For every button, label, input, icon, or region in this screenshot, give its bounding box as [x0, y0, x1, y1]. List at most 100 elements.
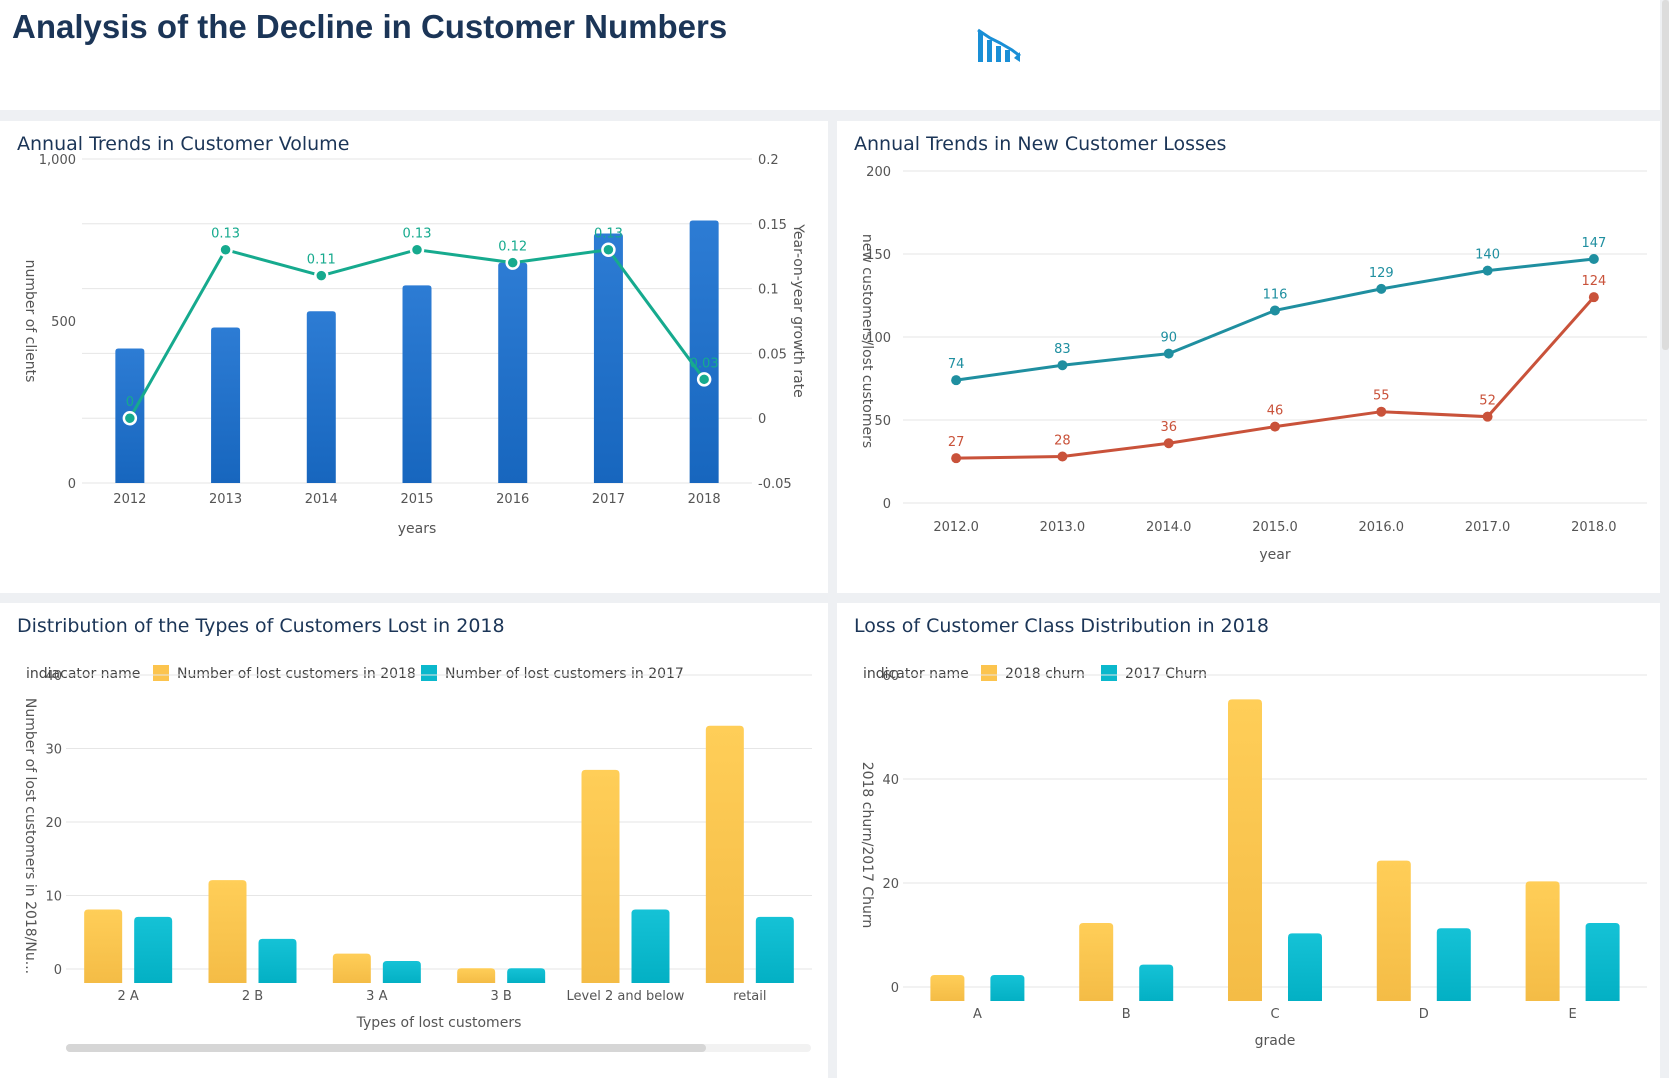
x-tick-label: 2016	[496, 492, 529, 507]
bar	[258, 938, 297, 983]
x-tick-label: 2015	[400, 492, 433, 507]
data-point	[1588, 292, 1599, 303]
y-tick-label: 0	[883, 497, 891, 512]
y-tick-label: 0	[68, 477, 76, 492]
data-point	[1482, 265, 1493, 276]
x-tick-label: 2013.0	[1040, 520, 1086, 535]
y-right-axis-title: Year-on-year growth rate	[790, 223, 806, 398]
y-axis-title: new customers/lost customers	[859, 234, 875, 448]
bar	[134, 916, 173, 983]
bar	[631, 909, 670, 983]
chart-horizontal-scrollbar[interactable]	[66, 1044, 811, 1052]
y-tick-label: 40	[882, 773, 899, 788]
y-right-tick-label: 0.1	[758, 283, 779, 298]
legend-swatch	[421, 665, 437, 681]
y-axis-title: number of clients	[22, 260, 38, 383]
y-tick-label: 20	[882, 877, 899, 892]
bar	[593, 233, 623, 483]
panel-title-lost-customer-types: Distribution of the Types of Customers L…	[17, 615, 505, 637]
scrollbar-thumb[interactable]	[66, 1044, 706, 1052]
panel-customer-volume: Annual Trends in Customer Volume -0.05 0 0…	[0, 121, 828, 593]
panel-lost-customer-types: Distribution of the Types of Customers L…	[0, 603, 828, 1078]
panel-new-customer-losses: Annual Trends in New Customer Losses 0 50…	[837, 121, 1660, 593]
y-tick-label: 200	[866, 165, 891, 180]
data-label: 28	[1054, 434, 1071, 449]
data-label: 0.13	[403, 227, 432, 242]
y-tick-label: 1,000	[39, 153, 76, 168]
x-tick-label: 2018.0	[1571, 520, 1617, 535]
y-tick-label: 50	[874, 414, 891, 429]
x-tick-label: 2015.0	[1252, 520, 1298, 535]
declining-chart-icon	[977, 28, 1021, 62]
dashboard-header: Analysis of the Decline in Customer Numb…	[0, 0, 1660, 110]
bar	[1139, 964, 1174, 1001]
data-label: 140	[1475, 248, 1500, 263]
x-tick-label: 2 A	[118, 989, 139, 1004]
bar	[1079, 923, 1114, 1001]
data-point	[1588, 253, 1599, 264]
series-line	[955, 257, 1595, 382]
y-tick-label: 0	[54, 963, 62, 978]
x-tick-label: 3 B	[491, 989, 512, 1004]
legend-label: 2017 Churn	[1125, 666, 1207, 682]
bar	[581, 769, 620, 983]
customer-volume-chart: -0.05 0 0.05 0.1 0.15 0.2 0 500 1,000 2012 2013 201…	[22, 153, 806, 537]
bar	[990, 975, 1025, 1001]
y-tick-label: 20	[45, 816, 62, 831]
legend-swatch	[981, 665, 997, 681]
y-axis-title: 2018 churn/2017 Churn	[859, 762, 875, 929]
bar	[457, 968, 496, 983]
bar	[1376, 860, 1411, 1001]
x-tick-label: Level 2 and below	[567, 989, 685, 1004]
y-tick-label: 500	[51, 315, 76, 330]
data-label: 83	[1054, 342, 1071, 357]
data-label: 0.13	[211, 227, 240, 242]
data-point	[951, 375, 962, 386]
series-line	[956, 296, 1595, 460]
page-scrollbar[interactable]	[1662, 0, 1669, 350]
x-tick-label: 2014.0	[1146, 520, 1192, 535]
x-axis-title: grade	[1255, 1033, 1296, 1049]
y-tick-label: 40	[45, 669, 62, 684]
data-point	[1057, 360, 1068, 371]
x-tick-label: 2014	[305, 492, 338, 507]
y-right-tick-label: 0.15	[758, 218, 787, 233]
bar	[1436, 928, 1471, 1001]
bar	[84, 909, 123, 983]
x-tick-label: retail	[733, 989, 766, 1004]
x-tick-label: E	[1568, 1007, 1576, 1022]
legend-title: indicator name	[863, 666, 969, 682]
data-point	[218, 242, 233, 257]
data-point	[122, 410, 138, 426]
data-label: 0.03	[690, 356, 719, 371]
data-point	[505, 255, 520, 270]
data-point	[1163, 438, 1174, 449]
page-title: Analysis of the Decline in Customer Numb…	[12, 8, 728, 45]
x-tick-label: 3 A	[366, 989, 387, 1004]
x-tick-label: 2018	[688, 492, 721, 507]
data-label: 147	[1581, 236, 1606, 251]
y-right-tick-label: 0.05	[758, 347, 787, 362]
bar	[1525, 881, 1560, 1001]
bar	[507, 968, 546, 983]
x-axis-title: Types of lost customers	[356, 1015, 522, 1031]
x-tick-label: B	[1122, 1007, 1131, 1022]
x-tick-label: 2013	[209, 492, 242, 507]
bar	[402, 285, 432, 483]
data-point	[314, 268, 329, 283]
data-point	[1270, 421, 1280, 432]
data-label: 129	[1369, 266, 1394, 281]
data-label: 90	[1160, 331, 1177, 346]
data-label: 0.11	[307, 253, 336, 268]
bar	[930, 975, 965, 1001]
data-point	[1376, 283, 1387, 294]
data-point	[601, 242, 616, 257]
bar	[755, 916, 794, 983]
data-label: 0	[126, 395, 134, 410]
legend-swatch	[1101, 665, 1117, 681]
data-label: 36	[1160, 420, 1177, 435]
x-tick-label: 2017	[592, 492, 625, 507]
data-point	[1270, 305, 1280, 316]
bar	[208, 880, 247, 983]
legend-label: 2018 churn	[1005, 666, 1085, 682]
